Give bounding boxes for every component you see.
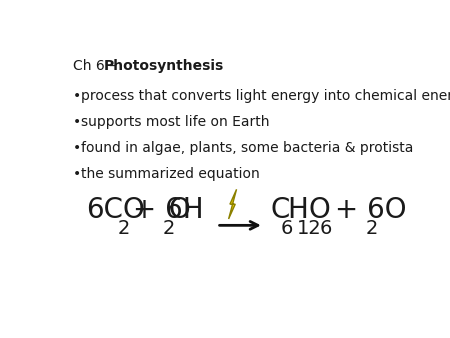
Text: O: O — [309, 196, 330, 223]
Text: Photosynthesis: Photosynthesis — [104, 59, 224, 73]
Text: 6: 6 — [280, 219, 293, 238]
Text: the summarized equation: the summarized equation — [81, 167, 260, 181]
Text: 2: 2 — [117, 219, 130, 238]
Text: •: • — [73, 89, 81, 103]
Polygon shape — [229, 189, 237, 219]
Text: •: • — [73, 141, 81, 155]
Text: C: C — [271, 196, 290, 223]
Text: + 6O: + 6O — [326, 196, 406, 223]
Text: •: • — [73, 115, 81, 129]
Text: H: H — [287, 196, 308, 223]
Text: O: O — [169, 196, 191, 223]
Text: •: • — [73, 167, 81, 181]
Text: process that converts light energy into chemical energy: process that converts light energy into … — [81, 89, 450, 103]
Text: + 6H: + 6H — [124, 196, 203, 223]
Text: 2: 2 — [365, 219, 378, 238]
Text: Ch 6 –: Ch 6 – — [73, 59, 120, 73]
Text: 2: 2 — [162, 219, 175, 238]
Text: 12: 12 — [297, 219, 322, 238]
Text: 6: 6 — [320, 219, 332, 238]
Text: supports most life on Earth: supports most life on Earth — [81, 115, 270, 129]
Text: found in algae, plants, some bacteria & protista: found in algae, plants, some bacteria & … — [81, 141, 414, 155]
Text: 6CO: 6CO — [86, 196, 144, 223]
